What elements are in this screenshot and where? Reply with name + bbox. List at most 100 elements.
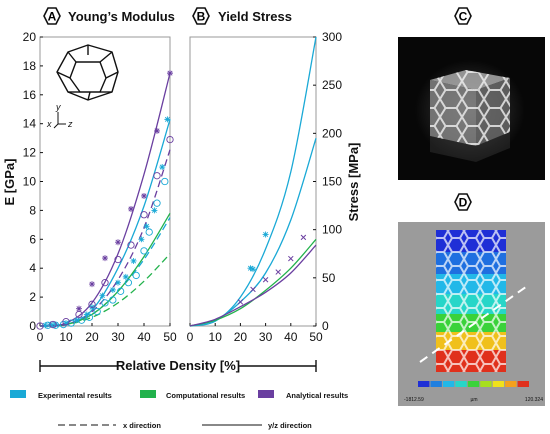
chart-b-ytick-label: 250 xyxy=(322,78,342,92)
panel-d-badge xyxy=(454,193,472,211)
colorbar-segment xyxy=(430,381,442,387)
chart-b-xtick-label: 20 xyxy=(234,330,248,344)
unit-cell-axes xyxy=(53,112,66,129)
chart-a-star-marker xyxy=(122,273,129,280)
chart-b-xtick-label: 40 xyxy=(284,330,298,344)
chart-b-series-line xyxy=(189,138,317,327)
colorbar-min-label: -1812.59 xyxy=(404,397,424,403)
chart-b-x-marker xyxy=(237,299,244,305)
chart-a-circle-marker xyxy=(85,313,94,321)
chart-a-series-line xyxy=(39,212,171,327)
chart-a-circle-marker xyxy=(140,247,148,255)
chart-a-circle-marker xyxy=(62,318,70,326)
chart-a-ytick-label: 18 xyxy=(23,59,37,73)
colorbar-unit-label: µm xyxy=(470,397,477,403)
chart-b-xtick-label: 50 xyxy=(309,330,323,344)
chart-b-star-marker xyxy=(262,231,269,238)
chart-a-circle-marker xyxy=(101,299,109,307)
chart-a-circle-marker xyxy=(77,316,86,324)
chart-a-xtick-label: 40 xyxy=(137,330,151,344)
chart-b-lines xyxy=(189,36,317,327)
chart-a-circle-marker xyxy=(166,135,174,144)
chart-a-star-marker xyxy=(89,281,95,288)
chart-a-star-marker xyxy=(73,317,80,324)
chart-b-frame xyxy=(189,36,317,327)
chart-a-ytick-label: 16 xyxy=(23,88,37,102)
legend-label-analytical: Analytical results xyxy=(286,391,348,400)
colorbar-segment xyxy=(517,381,529,387)
chart-a-star-marker xyxy=(52,321,59,328)
chart-a-star-marker xyxy=(128,205,134,212)
chart-a-circle-marker xyxy=(109,296,117,304)
chart-a-star-marker xyxy=(99,292,106,299)
chart-a-circle-marker xyxy=(145,228,153,236)
chart-b-star-marker xyxy=(250,266,256,273)
chart-b-series-line xyxy=(189,36,317,327)
chart-a-star-marker xyxy=(167,70,173,77)
chart-b-series-line xyxy=(189,238,317,327)
colorbar-segment xyxy=(467,381,480,387)
chart-b-x-marker xyxy=(275,269,281,275)
legend: Experimental results Computational resul… xyxy=(10,390,348,430)
colorbar-max-label: 120.324 xyxy=(525,397,543,403)
chart-a-star-marker xyxy=(138,236,145,243)
chart-a-star-marker xyxy=(143,223,150,230)
panel-b-badge xyxy=(192,7,210,25)
chart-a-star-marker xyxy=(76,305,82,312)
legend-label-x-direction: x direction xyxy=(123,421,161,430)
panel-c-letter: C xyxy=(459,10,468,24)
panel-a-title: Young’s Modulus xyxy=(68,9,175,24)
chart-b-star-marker xyxy=(247,265,254,272)
chart-a-circle-marker xyxy=(49,320,57,329)
chart-b-yticks: 0 50 100 150 200 250 300 xyxy=(313,30,342,333)
colorbar-segment xyxy=(480,381,492,387)
chart-a-ytick-label: 4 xyxy=(29,261,36,275)
chart-a-xtick-label: 50 xyxy=(163,330,177,344)
chart-a-circle-marker xyxy=(101,278,109,287)
chart-a-star-marker xyxy=(159,164,166,171)
chart-a-markers xyxy=(36,70,174,330)
legend-swatch-analytical xyxy=(258,390,274,398)
chart-a-star-marker xyxy=(164,116,171,123)
chart-b-xtick-label: 30 xyxy=(259,330,273,344)
chart-a-ytick-label: 6 xyxy=(29,232,36,246)
chart-b-x-marker xyxy=(300,234,307,241)
colorbar-segment xyxy=(442,381,455,387)
legend-swatch-experimental xyxy=(10,390,26,398)
chart-a-circle-marker xyxy=(88,300,96,308)
chart-a-circle-marker xyxy=(75,310,83,319)
chart-a-xtick-label: 20 xyxy=(85,330,99,344)
chart-a-star-marker xyxy=(115,239,121,246)
chart-a-star-marker xyxy=(154,127,160,134)
chart-a-circle-marker xyxy=(132,271,140,280)
chart-a-star-marker xyxy=(47,321,54,328)
chart-b-xtick-label: 10 xyxy=(209,330,223,344)
chart-a-series-line xyxy=(39,217,171,327)
colorbar-segment xyxy=(455,381,467,387)
panel-c-header: C xyxy=(454,7,472,25)
chart-a-circle-marker xyxy=(44,321,52,329)
panel-c-badge xyxy=(454,7,472,25)
chart-a-circle-marker xyxy=(124,278,133,287)
chart-a-xticks: 0 10 20 30 40 50 xyxy=(37,323,177,344)
chart-a-ytick-label: 0 xyxy=(29,319,36,333)
chart-a: 0 2 4 6 8 10 12 14 16 18 20 0 10 20 30 40 50 E [GPa] xyxy=(2,30,177,344)
chart-b-xtick-label: 0 xyxy=(187,330,194,344)
chart-b-series-line xyxy=(189,244,317,327)
colorbar-segment xyxy=(418,381,430,387)
chart-b-markers xyxy=(237,231,307,305)
chart-b-ytick-label: 0 xyxy=(322,319,329,333)
chart-b-ytick-label: 50 xyxy=(322,271,336,285)
chart-a-star-marker xyxy=(42,322,49,329)
chart-b-x-marker xyxy=(262,277,269,283)
colorbar-segment xyxy=(492,381,505,387)
panel-b-title: Yield Stress xyxy=(218,9,292,24)
axis-z-label: z xyxy=(67,119,73,129)
x-axis-title: Relative Density [%] xyxy=(116,358,240,373)
chart-a-xtick-label: 10 xyxy=(59,330,73,344)
panel-d-letter: D xyxy=(459,196,468,210)
chart-a-star-marker xyxy=(141,192,147,199)
lattice-reflection xyxy=(430,132,510,162)
chart-a-star-marker xyxy=(115,279,121,286)
